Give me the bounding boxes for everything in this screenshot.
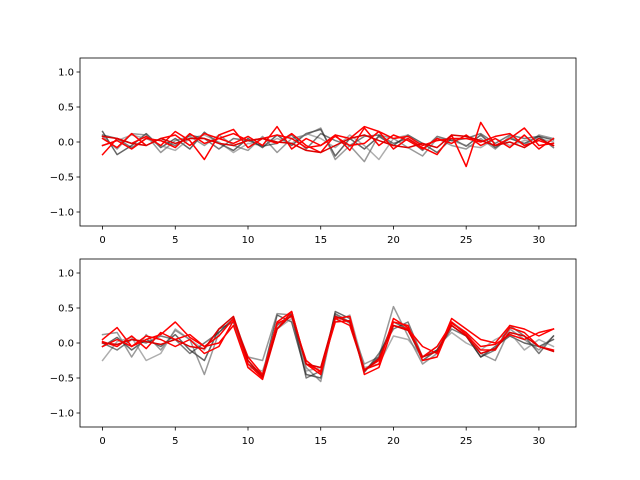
top-panel: 0 5 10 15 20 25 30 −1.0 −0.5 0.0 0.5 1.0 [50,57,577,246]
series-line-6 [101,315,555,376]
x-tick-label: 0 [99,436,105,447]
x-tick-label: 30 [533,436,546,447]
x-tick-label: 5 [172,436,178,447]
y-tick-label: −0.5 [50,374,74,385]
y-tick-label: 0.0 [58,138,74,149]
y-tick-label: 1.0 [58,68,74,79]
series-line-6 [101,130,555,150]
x-tick-label: 15 [314,436,327,447]
y-tick-label: −1.0 [50,409,74,420]
series-line-7 [101,134,555,154]
x-tick-label: 30 [533,235,546,246]
series-line-3 [101,132,555,152]
x-tick-label: 10 [242,235,255,246]
y-tick-label: −1.0 [50,208,74,219]
bottom-panel: 0 5 10 15 20 25 30 −1.0 −0.5 0.0 0.5 1.0 [50,258,577,447]
y-tick-label: 0.0 [58,339,74,350]
x-tick-label: 5 [172,235,178,246]
x-tick-label: 25 [460,436,473,447]
x-tick-label: 20 [387,436,400,447]
y-tick-label: 0.5 [58,304,74,315]
x-tick-label: 0 [99,235,105,246]
x-tick-label: 25 [460,235,473,246]
x-tick-label: 10 [242,436,255,447]
series-line-7 [101,314,555,378]
x-tick-label: 15 [314,235,327,246]
x-tick-label: 20 [387,235,400,246]
series-line-4 [101,121,555,168]
series-group [101,121,555,168]
y-tick-label: −0.5 [50,173,74,184]
y-tick-label: 0.5 [58,103,74,114]
series-group [101,305,555,383]
y-tick-label: 1.0 [58,269,74,280]
